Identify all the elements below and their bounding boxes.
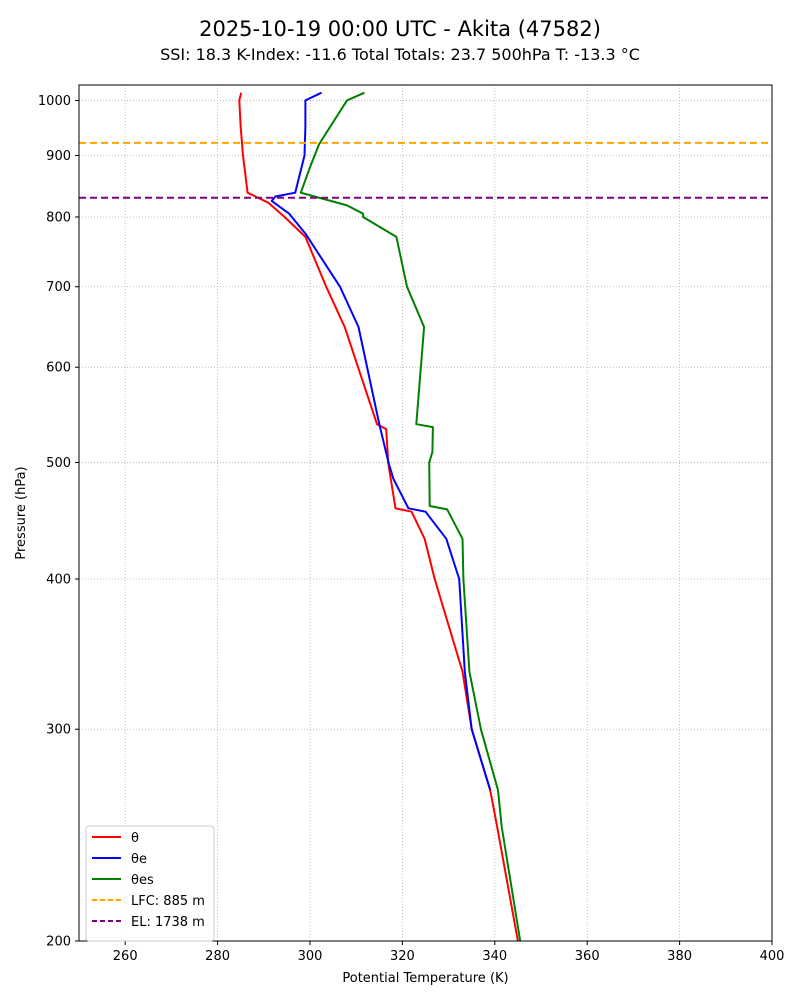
series-line xyxy=(238,92,519,941)
y-tick-label: 600 xyxy=(46,361,71,376)
y-tick-label: 900 xyxy=(46,149,71,164)
legend: θ θe θes LFC: 885 m EL: 1738 m xyxy=(85,825,215,942)
series-line xyxy=(270,91,492,791)
x-axis-ticks: 260 280 300 320 340 360 380 400 xyxy=(113,941,785,964)
x-tick-label: 320 xyxy=(390,949,415,964)
legend-label: EL: 1738 m xyxy=(131,915,205,930)
x-tick-label: 280 xyxy=(205,949,230,964)
legend-label: LFC: 885 m xyxy=(131,894,205,909)
chart-subtitle: SSI: 18.3 K-Index: -11.6 Total Totals: 2… xyxy=(160,45,640,64)
y-tick-label: 300 xyxy=(46,723,71,738)
y-tick-label: 700 xyxy=(46,280,71,295)
x-axis-label: Potential Temperature (K) xyxy=(342,971,508,986)
chart-title: 2025-10-19 00:00 UTC - Akita (47582) xyxy=(199,17,601,41)
y-tick-label: 200 xyxy=(46,935,71,950)
series-layer xyxy=(238,91,522,941)
series-line xyxy=(299,91,522,941)
legend-label: θ xyxy=(131,831,139,846)
x-tick-label: 260 xyxy=(113,949,138,964)
x-tick-label: 360 xyxy=(575,949,600,964)
reference-lines xyxy=(79,141,772,199)
x-tick-label: 400 xyxy=(760,949,785,964)
y-axis-label: Pressure (hPa) xyxy=(14,466,29,559)
plot-frame xyxy=(78,84,773,942)
y-axis-ticks: 200 300 400 500 600 700 800 900 1000 xyxy=(38,94,79,950)
y-tick-label: 500 xyxy=(46,456,71,471)
x-tick-label: 300 xyxy=(298,949,323,964)
legend-label: θes xyxy=(131,873,154,888)
y-tick-label: 400 xyxy=(46,572,71,587)
y-tick-label: 1000 xyxy=(38,94,71,109)
x-tick-label: 340 xyxy=(482,949,507,964)
legend-label: θe xyxy=(131,852,147,867)
y-tick-label: 800 xyxy=(46,210,71,225)
x-tick-label: 380 xyxy=(667,949,692,964)
legend-box xyxy=(85,825,215,942)
